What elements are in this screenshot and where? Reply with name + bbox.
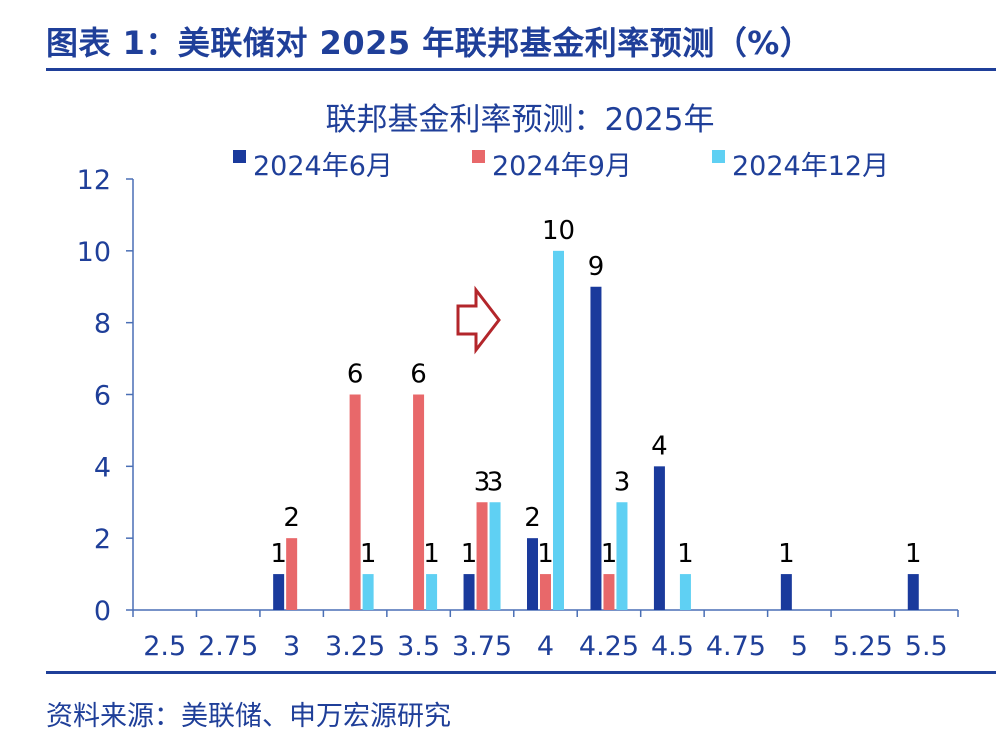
- bar-chart: 联邦基金利率预测：2025年 2024年6月 2024年9月 2024年12月 …: [77, 102, 959, 662]
- bar-value-label: 3: [474, 467, 491, 497]
- y-tick-label: 6: [94, 381, 111, 412]
- bar-3-3.5: [426, 574, 438, 610]
- x-tick-label: 3.25: [325, 631, 385, 662]
- bar-1-3: [273, 574, 285, 610]
- x-tick-label: 2.5: [143, 631, 186, 662]
- bar-value-label: 10: [542, 216, 575, 246]
- bar-value-label: 3: [487, 467, 504, 497]
- x-tick-label: 3.75: [452, 631, 512, 662]
- x-axis: 2.5 2.75 3 3.25 3.5 3.75 4 4.25 4.5 4.75 5 5.25 5.5: [132, 609, 959, 662]
- y-tick-label: 10: [77, 237, 111, 268]
- bar-3-3.25: [362, 574, 374, 610]
- bar-value-label: 1: [537, 539, 554, 569]
- legend: 2024年6月 2024年9月 2024年12月: [233, 150, 889, 182]
- bar-value-label: 3: [614, 467, 631, 497]
- legend-swatch-jun: [233, 150, 246, 163]
- bar-1-5: [780, 574, 792, 610]
- bar-2-3.5: [413, 394, 425, 610]
- legend-swatch-dec: [712, 150, 725, 163]
- bar-value-label: 1: [461, 539, 478, 569]
- y-tick-label: 0: [94, 596, 111, 627]
- bar-value-label: 1: [360, 539, 377, 569]
- bar-3-4: [553, 250, 564, 611]
- x-tick-label: 4.25: [579, 631, 639, 662]
- bars: [273, 250, 919, 611]
- x-tick-label: 3.5: [397, 631, 440, 662]
- footer-rule: [46, 671, 996, 674]
- x-tick-label: 5: [791, 631, 808, 662]
- x-tick-label: 2.75: [198, 631, 258, 662]
- bar-value-label: 1: [270, 539, 287, 569]
- bar-1-4: [527, 538, 538, 610]
- figure-title: 图表 1：美联储对 2025 年联邦基金利率预测（%）: [46, 24, 813, 62]
- bar-value-label: 2: [283, 503, 300, 533]
- title-rule: [46, 68, 996, 71]
- x-tick-label: 4: [537, 631, 554, 662]
- legend-label-sep: 2024年9月: [492, 151, 632, 182]
- y-tick-label: 4: [94, 452, 111, 483]
- bar-value-label: 1: [677, 539, 694, 569]
- bar-3-3.75: [489, 502, 501, 610]
- source-note: 资料来源：美联储、申万宏源研究: [46, 701, 451, 732]
- bar-value-label: 4: [651, 431, 668, 461]
- bar-value-label: 1: [601, 539, 618, 569]
- y-tick-label: 8: [94, 309, 111, 340]
- x-tick-label: 4.5: [651, 631, 694, 662]
- bar-1-5.5: [907, 574, 919, 610]
- legend-label-dec: 2024年12月: [732, 151, 889, 182]
- bar-3-4.25: [616, 502, 628, 610]
- chart-title: 联邦基金利率预测：2025年: [326, 102, 715, 138]
- x-tick-label: 3: [283, 631, 300, 662]
- bar-value-label: 6: [410, 360, 427, 390]
- y-tick-label: 2: [94, 524, 111, 555]
- shift-arrow-icon: [456, 285, 501, 355]
- bar-2-3: [286, 538, 298, 610]
- bar-1-4.5: [653, 466, 665, 610]
- legend-swatch-sep: [472, 150, 485, 163]
- bar-value-label: 9: [588, 252, 605, 282]
- y-tick-label: 12: [77, 165, 111, 196]
- bar-value-label: 2: [524, 503, 541, 533]
- bar-value-label: 1: [778, 539, 795, 569]
- x-tick-label: 4.75: [706, 631, 766, 662]
- bar-2-4.25: [603, 574, 615, 610]
- x-tick-label: 5.5: [905, 631, 948, 662]
- legend-item-sep: 2024年9月: [472, 150, 632, 182]
- bar-3-4.5: [679, 574, 691, 610]
- bar-value-label: 1: [423, 539, 440, 569]
- legend-item-dec: 2024年12月: [712, 150, 889, 182]
- bar-2-3.25: [349, 394, 361, 610]
- bar-value-label: 1: [905, 539, 922, 569]
- legend-item-jun: 2024年6月: [233, 150, 393, 182]
- bar-1-3.75: [463, 574, 475, 610]
- x-tick-label: 5.25: [833, 631, 893, 662]
- legend-label-jun: 2024年6月: [253, 151, 393, 182]
- bar-1-4.25: [590, 286, 602, 610]
- bar-value-label: 6: [347, 360, 364, 390]
- bar-2-4: [540, 574, 551, 610]
- y-axis: 0 2 4 6 8 10 12: [77, 165, 134, 627]
- bar-2-3.75: [476, 502, 488, 610]
